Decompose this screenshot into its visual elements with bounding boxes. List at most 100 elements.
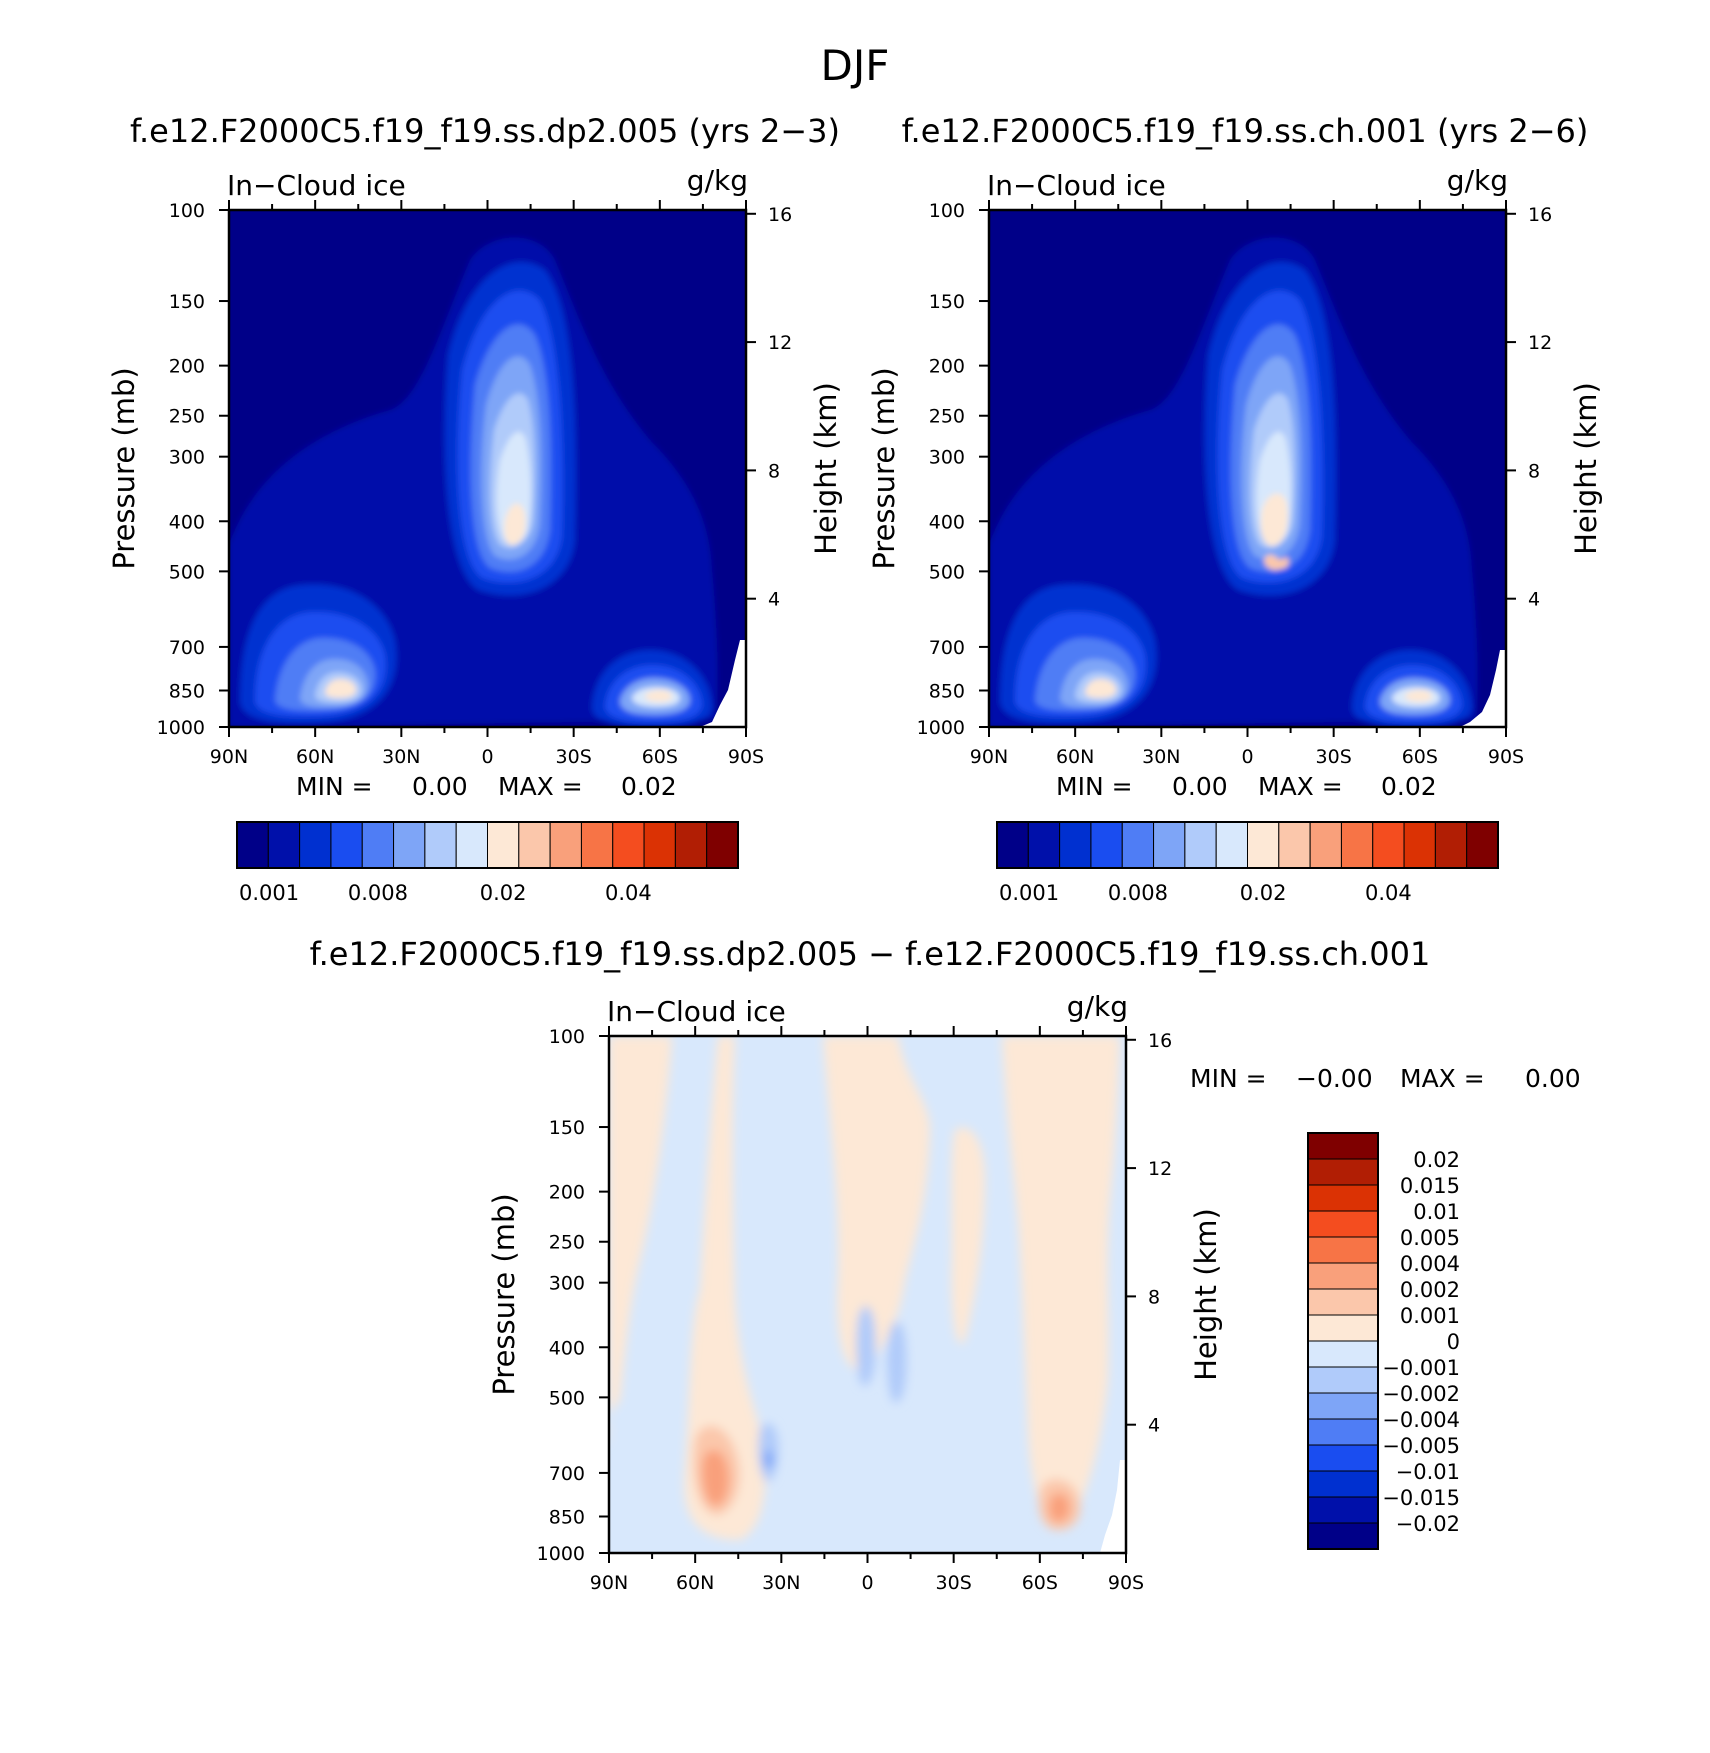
panel-ch-y-tick-label: 700: [929, 637, 965, 659]
panel-dp2-max-label: MAX =: [498, 772, 583, 801]
panel-diff-colorbar-tick-label: −0.002: [1382, 1382, 1460, 1406]
panel-ch-colorbar-swatch: [1340, 821, 1374, 869]
panel-ch-colorbar-tick-label: 0.008: [1108, 881, 1168, 905]
panel-ch-001: f.e12.F2000C5.f19_f19.ss.ch.001 (yrs 2−6…: [867, 112, 1603, 905]
panel-dp2-y-tick-label: 700: [169, 637, 205, 659]
panel-dp2-min-label: MIN =: [296, 772, 373, 801]
panel-ch-y2-axis-label: Height (km): [1569, 382, 1603, 555]
panel-ch-y-tick-label: 850: [929, 681, 965, 703]
panel-dp2-axes: 90N 60N 30N 0 30S 60S 90S 100 150 200 250 300 400 500…: [107, 200, 843, 768]
panel-diff-colorbar-swatch: [1307, 1340, 1379, 1368]
panel-dp2-y-tick-label: 850: [169, 681, 205, 703]
panel-diff-colorbar-tick-label: −0.01: [1396, 1460, 1460, 1484]
panel-dp2-colorbar-swatch: [549, 821, 582, 869]
panel-diff-colorbar-swatch: [1307, 1158, 1379, 1186]
panel-ch-colorbar-swatch: [1153, 821, 1186, 869]
panel-ch-colorbar-swatch: [1372, 821, 1405, 869]
panel-dp2-colorbar-swatch: [299, 821, 332, 869]
panel-diff-colorbar-swatch: [1307, 1496, 1379, 1524]
panel-diff-colorbar-tick-label: −0.005: [1382, 1434, 1460, 1458]
panel-ch-colorbar-swatch: [1309, 821, 1342, 869]
panel-ch-variable: In−Cloud ice: [987, 169, 1166, 202]
panel-dp2-y-tick-label: 300: [169, 447, 205, 469]
panel-ch-y-axis-label: Pressure (mb): [867, 367, 901, 569]
panel-diff-y-tick-label: 400: [549, 1337, 585, 1359]
panel-diff-colorbar-tick-label: −0.02: [1396, 1512, 1460, 1536]
panel-diff-min-label: MIN =: [1190, 1064, 1267, 1093]
panel-diff-variable: In−Cloud ice: [607, 995, 786, 1028]
panel-diff-colorbar-tick-label: −0.015: [1382, 1486, 1460, 1510]
panel-ch-colorbar-tick-label: 0.02: [1240, 881, 1287, 905]
panel-dp2-colorbar-swatch: [706, 821, 739, 869]
panel-ch-colorbar-swatch: [1434, 821, 1468, 869]
figure-title: DJF: [821, 41, 890, 90]
panel-diff-colorbar: 0.020.0150.010.0050.0040.0020.0010−0.001…: [1307, 1132, 1460, 1550]
panel-diff-colorbar-tick-label: 0.015: [1400, 1174, 1460, 1198]
panel-dp2-colorbar-tick-label: 0.001: [239, 881, 299, 905]
panel-diff-colorbar-tick-label: 0.002: [1400, 1278, 1460, 1302]
panel-diff-colorbar-swatch: [1307, 1314, 1379, 1342]
panel-dp2-colorbar-swatch: [267, 821, 301, 869]
panel-diff-axes: 90N 60N 30N 0 30S 60S 90S 100 150 200 250 300 400 500…: [487, 1026, 1223, 1594]
panel-diff-max-label: MAX =: [1400, 1064, 1485, 1093]
panel-dp2-colorbar-swatch: [455, 821, 488, 869]
panel-ch-colorbar-swatch: [1215, 821, 1248, 869]
panel-ch-contour-field: [989, 210, 1506, 727]
panel-dp2-max-value: 0.02: [621, 772, 677, 801]
panel-dp2-colorbar-swatch: [643, 821, 676, 869]
panel-diff-colorbar-swatch: [1307, 1132, 1379, 1160]
panel-diff-y-tick-label: 300: [549, 1273, 585, 1295]
panel-dp2-colorbar-swatch: [580, 821, 614, 869]
panel-diff-x-tick-label: 30S: [936, 1572, 972, 1594]
panel-dp2-x-tick-label: 30S: [556, 746, 592, 768]
panel-dp2-x-tick-label: 30N: [382, 746, 420, 768]
panel-ch-colorbar-swatch: [1184, 821, 1217, 869]
panel-dp2-colorbar-swatch: [487, 821, 520, 869]
panel-diff-x-tick-label: 0: [861, 1572, 873, 1594]
panel-dp2-x-tick-label: 90S: [728, 746, 764, 768]
panel-ch-y2-tick-label: 12: [1528, 332, 1552, 354]
panel-ch-x-tick-label: 90S: [1488, 746, 1524, 768]
panel-ch-colorbar-swatch: [1027, 821, 1061, 869]
panel-diff-colorbar-swatch: [1307, 1184, 1379, 1212]
panel-diff-units: g/kg: [1067, 990, 1128, 1023]
panel-ch-colorbar-swatch: [996, 821, 1029, 869]
panel-diff-y-axis-label: Pressure (mb): [487, 1193, 521, 1395]
panel-dp2-005: f.e12.F2000C5.f19_f19.ss.dp2.005 (yrs 2−…: [107, 112, 843, 905]
panel-diff-y-tick-label: 100: [549, 1026, 585, 1048]
panel-diff-y-tick-label: 700: [549, 1463, 585, 1485]
panel-difference: f.e12.F2000C5.f19_f19.ss.dp2.005 − f.e12…: [310, 935, 1581, 1594]
panel-dp2-colorbar-swatch: [361, 821, 395, 869]
panel-ch-min-value: 0.00: [1172, 772, 1228, 801]
panel-dp2-variable: In−Cloud ice: [227, 169, 406, 202]
panel-dp2-contour-field: [229, 210, 746, 727]
panel-ch-min-label: MIN =: [1056, 772, 1133, 801]
panel-dp2-colorbar-swatch: [612, 821, 645, 869]
panel-diff-contour-field: [609, 1036, 1126, 1553]
panel-dp2-x-tick-label: 60S: [642, 746, 678, 768]
panel-ch-colorbar-tick-label: 0.04: [1365, 881, 1412, 905]
panel-diff-colorbar-swatch: [1307, 1522, 1379, 1550]
panel-diff-x-tick-label: 60N: [676, 1572, 714, 1594]
panel-diff-colorbar-tick-label: −0.001: [1382, 1356, 1460, 1380]
panel-diff-y2-tick-label: 8: [1148, 1286, 1160, 1308]
panel-dp2-units: g/kg: [687, 164, 748, 197]
panel-dp2-x-tick-label: 0: [481, 746, 493, 768]
panel-diff-colorbar-tick-label: 0.01: [1413, 1200, 1460, 1224]
panel-diff-colorbar-swatch: [1307, 1418, 1379, 1446]
panel-diff-colorbar-tick-label: 0.001: [1400, 1304, 1460, 1328]
panel-ch-y2-tick-label: 16: [1528, 204, 1552, 226]
panel-diff-colorbar-swatch: [1307, 1470, 1379, 1498]
panel-diff-y-tick-label: 150: [549, 1117, 585, 1139]
panel-diff-colorbar-tick-label: 0.004: [1400, 1252, 1460, 1276]
panel-diff-colorbar-swatch: [1307, 1366, 1379, 1394]
panel-dp2-y-tick-label: 1000: [157, 717, 205, 739]
panel-dp2-y2-axis-label: Height (km): [809, 382, 843, 555]
panel-dp2-y2-tick-label: 16: [768, 204, 792, 226]
panel-diff-colorbar-tick-label: 0: [1447, 1330, 1460, 1354]
panel-diff-x-tick-label: 90S: [1108, 1572, 1144, 1594]
panel-ch-colorbar: 0.001 0.008 0.02 0.04: [996, 821, 1499, 905]
panel-dp2-min-value: 0.00: [412, 772, 468, 801]
panel-dp2-colorbar-swatch: [424, 821, 457, 869]
